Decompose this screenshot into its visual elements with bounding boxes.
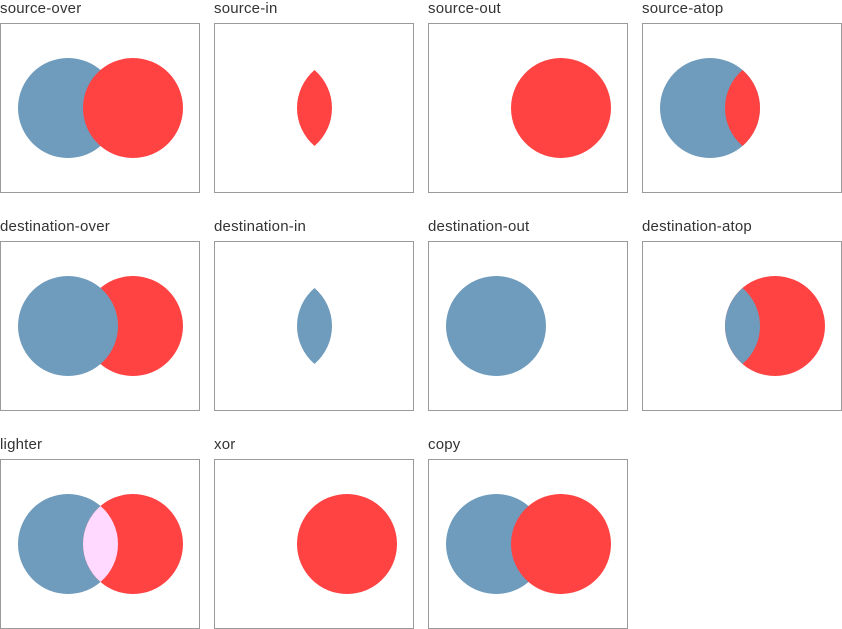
composite-drawing [429, 24, 627, 192]
example-title: source-over [0, 0, 81, 18]
source-crescent [511, 494, 611, 594]
source-crescent [511, 58, 611, 158]
example-canvas [0, 459, 200, 629]
composite-example-source-atop: source-atop [642, 0, 842, 190]
composite-example-source-over: source-over [0, 0, 200, 190]
example-canvas [214, 23, 414, 193]
example-canvas [428, 23, 628, 193]
composite-example-xor: xor [214, 436, 414, 626]
composite-drawing [215, 460, 413, 628]
composite-example-source-in: source-in [214, 0, 414, 190]
example-title: lighter [0, 436, 42, 454]
example-title: destination-out [428, 218, 529, 236]
composite-example-source-out: source-out [428, 0, 628, 190]
composite-drawing [643, 24, 841, 192]
composite-drawing [429, 460, 627, 628]
destination-intersection [297, 288, 332, 364]
example-canvas [214, 241, 414, 411]
example-canvas [428, 459, 628, 629]
example-canvas [0, 241, 200, 411]
composite-drawing [215, 24, 413, 192]
composite-example-destination-in: destination-in [214, 218, 414, 408]
composite-drawing [429, 242, 627, 410]
example-title: source-atop [642, 0, 723, 18]
example-canvas [428, 241, 628, 411]
composite-example-destination-over: destination-over [0, 218, 200, 408]
composite-example-destination-atop: destination-atop [642, 218, 842, 408]
example-canvas [642, 23, 842, 193]
destination-circle [18, 276, 118, 376]
composite-drawing [1, 24, 199, 192]
example-title: source-out [428, 0, 501, 18]
composite-example-destination-out: destination-out [428, 218, 628, 408]
example-title: destination-atop [642, 218, 752, 236]
composite-example-lighter: lighter [0, 436, 200, 626]
example-title: copy [428, 436, 461, 454]
example-canvas [214, 459, 414, 629]
composite-drawing [643, 242, 841, 410]
source-circle [83, 58, 183, 158]
destination-crescent [446, 276, 546, 376]
composite-example-copy: copy [428, 436, 628, 626]
source-circle [297, 494, 397, 594]
source-intersection [297, 70, 332, 146]
example-title: source-in [214, 0, 278, 18]
composite-drawing [1, 460, 199, 628]
example-canvas [642, 241, 842, 411]
composite-drawing [215, 242, 413, 410]
example-canvas [0, 23, 200, 193]
composite-drawing [1, 242, 199, 410]
example-title: destination-over [0, 218, 110, 236]
example-title: destination-in [214, 218, 306, 236]
example-title: xor [214, 436, 235, 454]
